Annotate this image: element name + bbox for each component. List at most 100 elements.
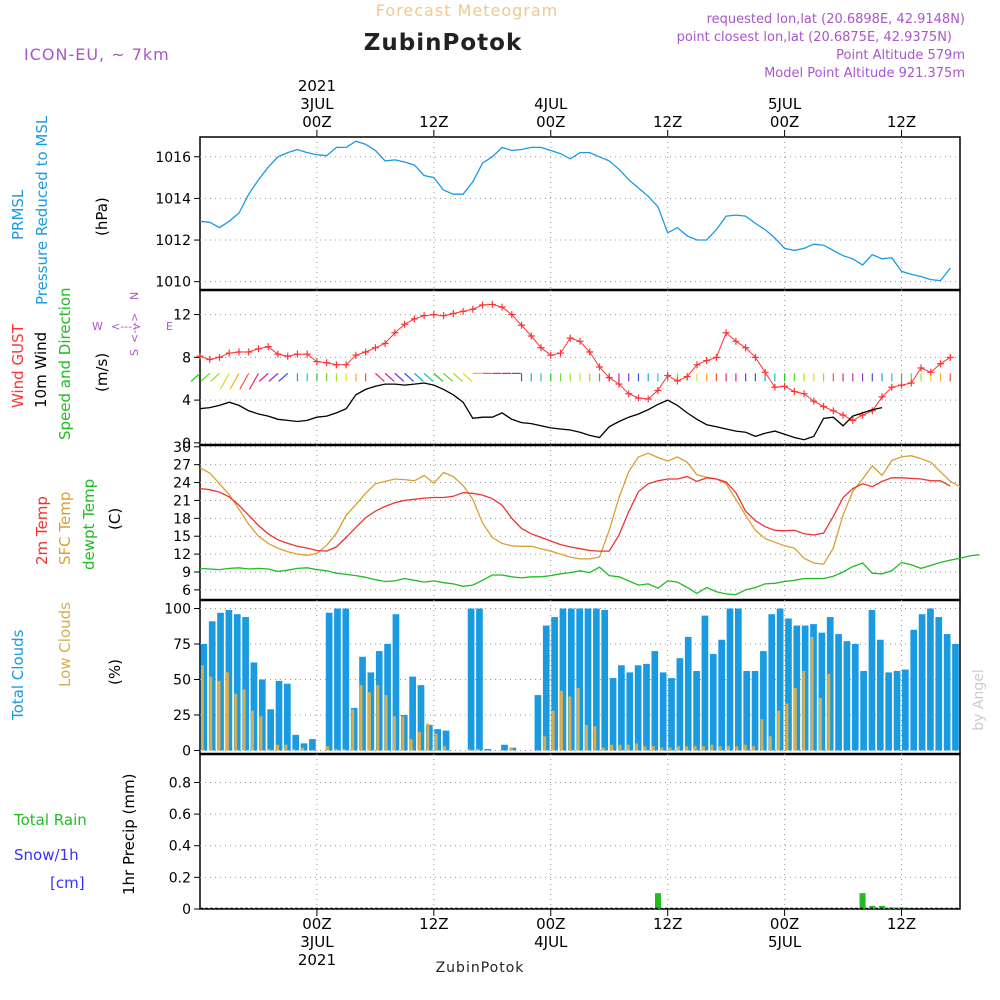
low-cloud-bar	[434, 733, 438, 751]
low-cloud-bar	[593, 726, 597, 751]
rain-label: Total Rain	[13, 811, 87, 829]
total-cloud-bar	[375, 651, 383, 751]
total-cloud-bar	[576, 608, 584, 751]
xtick-bottom-label: 12Z	[653, 915, 682, 933]
panel-frame-temp	[199, 444, 961, 601]
gust-marker	[693, 361, 701, 369]
low-cloud-bar	[551, 710, 555, 751]
total-cloud-bar	[292, 734, 300, 751]
total-cloud-bar	[943, 634, 951, 751]
low-cloud-bar	[409, 739, 413, 751]
gust-marker	[664, 372, 672, 380]
gust-marker	[440, 312, 448, 320]
xtick-top-label: 00Z	[302, 113, 331, 131]
wind-barb	[248, 373, 259, 390]
total-cloud-bar	[643, 663, 650, 751]
total-clouds-label: Total Clouds	[9, 629, 27, 721]
total-cloud-bar	[776, 608, 784, 751]
wind-barb	[443, 372, 453, 382]
total-cloud-bar	[233, 614, 241, 751]
total-cloud-bar	[659, 672, 667, 751]
prmsl-label: PRMSL	[9, 189, 27, 240]
total-cloud-bar	[208, 621, 216, 751]
xtick-bottom-label: 12Z	[419, 915, 448, 933]
ytick-label-temp: 12	[173, 547, 191, 563]
low-cloud-bar	[251, 710, 254, 751]
ytick-label-clouds: 50	[173, 672, 191, 688]
compass-ns: <--->	[128, 313, 141, 343]
total-cloud-bar	[893, 670, 901, 751]
wind-barb	[423, 372, 434, 382]
chart-title: Forecast Meteogram	[376, 1, 558, 20]
gust-marker	[927, 368, 935, 376]
gust-marker	[332, 361, 340, 369]
y-axes: 1010101210141016048126912151821242730025…	[155, 150, 200, 918]
total-cloud-bar	[693, 670, 700, 751]
gust-marker	[644, 395, 652, 403]
total-cloud-bar	[309, 739, 316, 751]
low-cloud-bar	[543, 736, 547, 751]
wind-barb	[229, 373, 240, 390]
low-cloud-bar	[768, 736, 772, 751]
low-cloud-bar	[334, 749, 338, 751]
gust-marker	[751, 353, 759, 361]
total-cloud-bar	[876, 639, 884, 751]
total-cloud-bar	[885, 672, 893, 751]
closest-coords: point closest lon,lat (20.6875E, 42.9375…	[677, 30, 952, 45]
total-cloud-bar	[626, 672, 634, 751]
low-cloud-bar	[443, 746, 447, 751]
ytick-label-wind: 12	[173, 308, 191, 324]
wind10-label: 10m Wind	[32, 332, 50, 408]
total-cloud-bar	[835, 634, 842, 751]
wind-barb	[258, 372, 269, 382]
sfc-temp-line	[199, 452, 961, 565]
wind-barb	[219, 373, 230, 390]
gust-marker	[508, 311, 516, 319]
gust-marker	[722, 329, 730, 337]
wind-barbs	[190, 372, 951, 390]
low-cloud-bar	[234, 693, 238, 751]
low-cloud-bar	[610, 744, 614, 751]
low-cloud-bar	[259, 716, 263, 751]
low-cloud-bar	[292, 749, 296, 751]
ytick-label-pressure: 1012	[155, 233, 191, 249]
gust-label: Wind GUST	[9, 323, 27, 408]
xtick-bottom-label: 3JUL	[300, 933, 334, 951]
gust-marker	[498, 303, 506, 311]
xtick-bottom-label: 12Z	[887, 915, 916, 933]
low-cloud-bar	[426, 723, 430, 751]
total-cloud-bar	[676, 658, 684, 751]
low-cloud-bar	[668, 747, 672, 751]
gust-marker	[352, 351, 360, 359]
total-cloud-bar	[501, 744, 508, 751]
total-cloud-bar	[567, 608, 575, 751]
ytick-label-precip: 0.2	[169, 870, 191, 886]
footer-station: ZubinPotok	[436, 960, 525, 976]
gust-marker	[254, 345, 262, 353]
low-cloud-bar	[401, 716, 405, 751]
gust-marker	[683, 373, 691, 381]
total-cloud-bar	[467, 608, 475, 751]
total-cloud-bar	[258, 679, 266, 751]
gust-marker	[781, 382, 789, 390]
gust-marker	[712, 353, 720, 361]
xtick-bottom-label: 00Z	[536, 915, 565, 933]
ytick-label-temp: 21	[173, 493, 191, 509]
low-cloud-bar	[209, 676, 213, 751]
low-cloud-bar	[827, 673, 831, 751]
compass-w: W	[92, 320, 103, 333]
total-cloud-bar	[618, 665, 625, 751]
low-cloud-bar	[643, 746, 647, 751]
ytick-label-pressure: 1016	[155, 150, 191, 166]
total-cloud-bar	[417, 685, 425, 751]
total-cloud-bar	[551, 617, 558, 751]
xtick-top-label: 3JUL	[300, 95, 334, 113]
total-cloud-bar	[442, 730, 450, 751]
ytick-label-clouds: 0	[182, 743, 191, 759]
wind-barb	[210, 372, 220, 382]
low-cloud-bar	[660, 747, 664, 751]
total-cloud-bar	[542, 625, 550, 751]
precip-unit: 1hr Precip (mm)	[120, 774, 138, 895]
total-cloud-bar	[325, 612, 333, 751]
gust-marker	[839, 411, 847, 419]
